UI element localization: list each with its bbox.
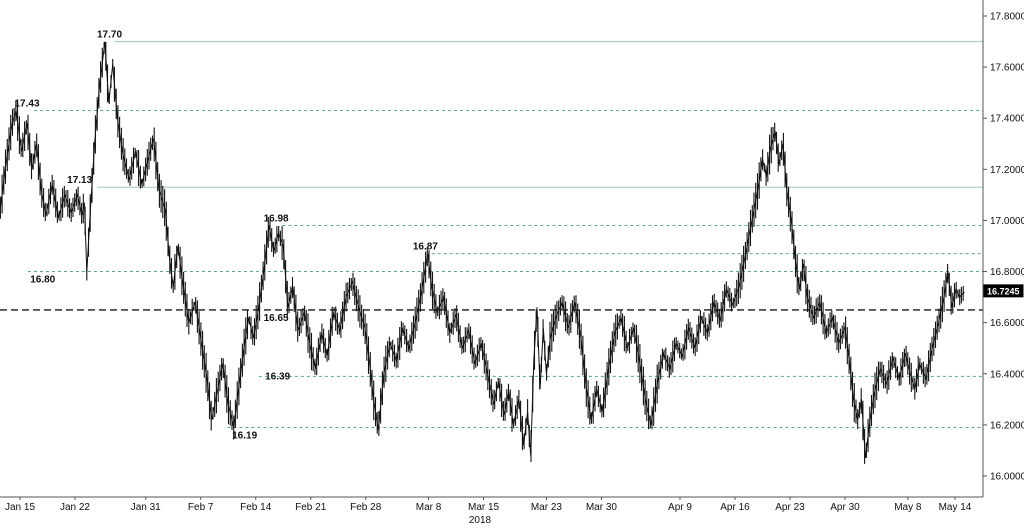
x-axis-tick-label: Apr 16 xyxy=(720,502,750,513)
level-label: 16.65 xyxy=(264,313,289,324)
level-label: 16.19 xyxy=(232,430,257,441)
price-series-bars xyxy=(0,42,964,464)
level-label: 17.43 xyxy=(15,99,40,110)
level-label: 16.87 xyxy=(413,242,438,253)
x-axis-tick-label: Mar 15 xyxy=(468,502,500,513)
x-axis-tick-label: Apr 23 xyxy=(775,502,805,513)
last-price-badge-label: 16.7245 xyxy=(987,286,1020,296)
x-axis-tick-label: Jan 15 xyxy=(5,502,35,513)
x-axis-tick-label: Mar 23 xyxy=(531,502,563,513)
x-axis-tick-label: Mar 30 xyxy=(586,502,618,513)
x-axis-tick-label: Mar 8 xyxy=(416,502,442,513)
y-axis-tick-label: 16.8000 xyxy=(990,267,1024,278)
x-axis-tick-label: Feb 14 xyxy=(240,502,272,513)
y-axis-tick-label: 17.2000 xyxy=(990,165,1024,176)
y-axis-tick-label: 16.6000 xyxy=(990,318,1024,329)
x-axis-tick-label: Feb 28 xyxy=(350,502,382,513)
y-axis-tick-label: 16.4000 xyxy=(990,369,1024,380)
level-label: 16.80 xyxy=(30,275,55,286)
y-axis-panel xyxy=(983,0,1024,528)
x-axis-tick-label: Apr 30 xyxy=(830,502,860,513)
level-label: 17.70 xyxy=(97,30,122,41)
x-axis-tick-label: Apr 9 xyxy=(668,502,692,513)
level-label: 16.98 xyxy=(264,214,289,225)
last-price-badge xyxy=(983,284,1024,298)
y-axis-tick-label: 17.0000 xyxy=(990,216,1024,227)
x-axis-tick-label: May 14 xyxy=(939,502,972,513)
y-axis-tick-label: 16.2000 xyxy=(990,420,1024,431)
level-label: 16.39 xyxy=(265,371,290,382)
x-axis-tick-label: Jan 31 xyxy=(131,502,161,513)
y-axis-tick-label: 17.6000 xyxy=(990,63,1024,74)
y-axis-tick-label: 17.4000 xyxy=(990,114,1024,125)
x-axis-tick-label: May 8 xyxy=(894,502,922,513)
level-label: 17.13 xyxy=(67,175,92,186)
x-axis-tick-label: Jan 22 xyxy=(60,502,90,513)
y-axis-tick-label: 17.8000 xyxy=(990,12,1024,23)
x-axis-year-label: 2018 xyxy=(469,515,492,526)
x-axis-tick-label: Feb 21 xyxy=(295,502,327,513)
x-axis-tick-label: Feb 7 xyxy=(188,502,214,513)
y-axis-tick-label: 16.0000 xyxy=(990,472,1024,483)
